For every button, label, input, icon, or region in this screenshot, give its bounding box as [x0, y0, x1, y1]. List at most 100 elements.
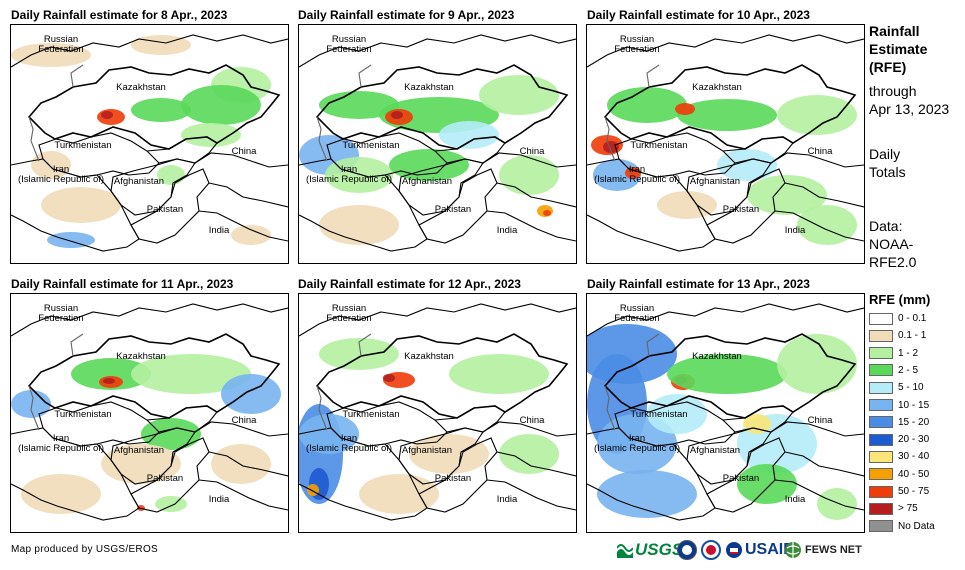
map-panel-3: Russian Federation Kazakhstan Turkmenistan C…	[586, 24, 865, 264]
map-panel-5: Russian Federation Kazakhstan Turkmenistan C…	[298, 293, 577, 533]
legend-swatch	[869, 450, 893, 463]
map-label-russia-1: Russian	[619, 303, 655, 314]
rainfall-area	[299, 414, 359, 454]
country-border	[646, 64, 660, 88]
map-label-pakistan: Pakistan	[722, 473, 760, 484]
map-label-kazakhstan: Kazakhstan	[404, 82, 454, 93]
rainfall-area	[41, 187, 121, 223]
rainfall-area	[221, 374, 281, 414]
country-border	[28, 116, 40, 162]
country-border	[482, 421, 576, 477]
rainfall-area	[21, 474, 101, 514]
rainfall-area	[131, 98, 191, 122]
rainfall-area	[319, 205, 399, 245]
globe-icon	[785, 542, 801, 558]
legend-label: No Data	[898, 520, 935, 532]
legend-label: 1 - 2	[898, 347, 919, 359]
legend-swatch	[869, 485, 893, 498]
map-panel-4: Russian Federation Kazakhstan Turkmenistan C…	[10, 293, 289, 533]
map-label-india: India	[496, 494, 518, 505]
map-label-iran-1: Iran	[628, 433, 646, 444]
rainfall-area	[675, 103, 695, 115]
country-border	[418, 437, 498, 513]
legend-title: RFE (mm)	[869, 292, 931, 307]
rainfall-area	[657, 191, 717, 219]
map-label-russia-1: Russian	[331, 34, 367, 45]
usaid-logo: USAID	[725, 538, 795, 562]
country-border	[198, 210, 288, 242]
map-label-iran-1: Iran	[628, 164, 646, 175]
legend-label: 5 - 10	[898, 382, 924, 394]
map-label-pakistan: Pakistan	[146, 204, 184, 215]
country-border	[70, 333, 84, 357]
map-label-turkmenistan: Turkmenistan	[630, 409, 688, 420]
rainfall-area	[777, 95, 857, 135]
country-border	[316, 385, 328, 431]
legend-label: 20 - 30	[898, 434, 930, 446]
rainfall-area	[11, 43, 91, 67]
legend-label: 30 - 40	[898, 451, 930, 463]
legend-item: 50 - 75	[869, 483, 929, 500]
country-border	[11, 158, 140, 252]
legend-swatch	[869, 502, 893, 515]
country-border	[587, 427, 716, 521]
rainfall-area	[747, 175, 827, 215]
fewsnet-logo: FEWS NET	[784, 538, 862, 562]
rainfall-area	[307, 484, 319, 496]
map-label-china: China	[807, 146, 833, 157]
country-border	[146, 136, 218, 164]
country-border	[418, 168, 498, 244]
map-panel-1: Russian Federation Kazakhstan Turkmenistan C…	[10, 24, 289, 264]
panel-title-5: Daily Rainfall estimate for 12 Apr., 202…	[298, 277, 521, 291]
country-border	[603, 64, 857, 150]
map-label-india: India	[784, 494, 806, 505]
rainfall-area	[47, 232, 95, 248]
legend-item: 15 - 20	[869, 414, 929, 431]
noaa-icon	[677, 540, 697, 560]
map-label-afghanistan: Afghanistan	[401, 176, 453, 187]
map-label-china: China	[231, 415, 257, 426]
sidebar-date: Apr 13, 2023	[869, 101, 950, 117]
country-border	[706, 437, 786, 513]
country-border	[486, 479, 576, 511]
map-label-iran-1: Iran	[340, 164, 358, 175]
panel-title-3: Daily Rainfall estimate for 10 Apr., 202…	[587, 8, 810, 22]
map-label-iran-2: (Islamic Republic of)	[306, 174, 393, 185]
map-label-pakistan: Pakistan	[434, 204, 472, 215]
country-border	[146, 405, 218, 433]
rainfall-area	[101, 111, 113, 119]
map-label-russia-2: Federation	[326, 44, 372, 55]
country-border	[774, 479, 864, 511]
sidebar-title: Rainfall Estimate (RFE)	[869, 22, 927, 76]
map-label-russia-1: Russian	[331, 303, 367, 314]
country-border	[434, 405, 506, 433]
sidebar-through: through Apr 13, 2023	[869, 82, 949, 118]
nws-icon	[701, 540, 721, 560]
country-border	[70, 64, 84, 88]
country-border	[482, 152, 576, 208]
map-label-afghanistan: Afghanistan	[689, 176, 741, 187]
sidebar-source-1: NOAA-	[869, 236, 914, 252]
rainfall-area	[677, 99, 777, 131]
country-border	[130, 168, 210, 244]
map-label-iran-1: Iran	[52, 433, 70, 444]
map-label-russia-2: Federation	[614, 44, 660, 55]
sidebar-source-2: RFE2.0	[869, 254, 917, 270]
legend-swatch	[869, 312, 893, 325]
map-label-afghanistan: Afghanistan	[401, 445, 453, 456]
rainfall-area	[409, 434, 489, 474]
legend-swatch	[869, 416, 893, 429]
sidebar-data-label: Data:	[869, 218, 903, 234]
map-label-afghanistan: Afghanistan	[113, 176, 165, 187]
country-border	[11, 303, 288, 337]
rainfall-area	[319, 338, 399, 370]
country-border	[11, 34, 288, 68]
rainfall-area	[383, 374, 395, 382]
map-label-russia-1: Russian	[43, 34, 79, 45]
map-panel-2: Russian Federation Kazakhstan Turkmenistan C…	[298, 24, 577, 264]
rainfall-area	[439, 121, 499, 149]
legend-swatch	[869, 433, 893, 446]
country-border	[358, 333, 372, 357]
legend-label: 50 - 75	[898, 486, 930, 497]
country-border	[315, 333, 569, 419]
